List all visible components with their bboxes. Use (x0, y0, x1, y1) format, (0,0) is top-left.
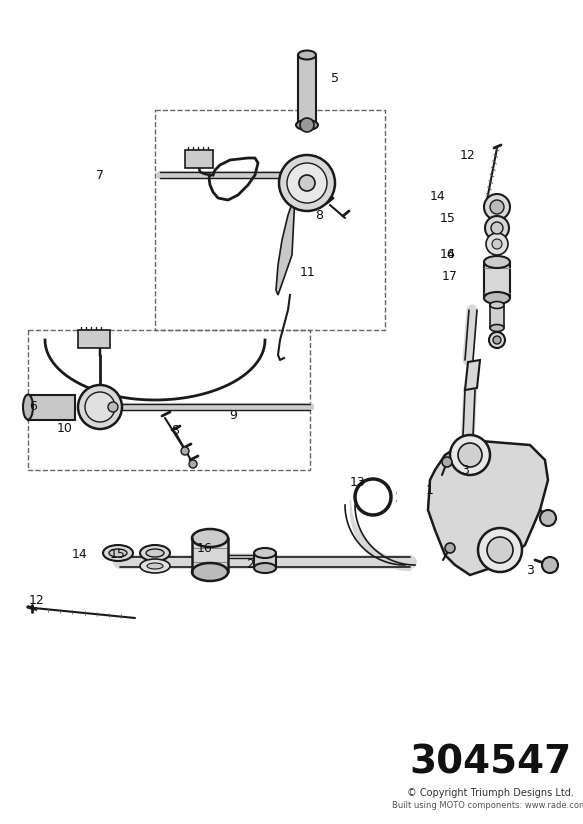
Text: 14: 14 (430, 190, 446, 203)
Circle shape (85, 392, 115, 422)
Text: 10: 10 (57, 422, 73, 434)
Text: 8: 8 (315, 208, 323, 222)
Ellipse shape (103, 545, 133, 561)
Text: 17: 17 (442, 269, 458, 283)
Circle shape (489, 332, 505, 348)
Text: © Copyright Triumph Designs Ltd.: © Copyright Triumph Designs Ltd. (406, 788, 574, 798)
Text: 16: 16 (440, 247, 456, 260)
Ellipse shape (109, 549, 127, 557)
Bar (28, 330, 310, 470)
Text: 9: 9 (229, 409, 237, 422)
Bar (155, 110, 385, 330)
Text: 304547: 304547 (409, 743, 571, 781)
Polygon shape (465, 360, 480, 390)
Circle shape (450, 435, 490, 475)
Text: 12: 12 (460, 148, 476, 162)
Circle shape (189, 460, 197, 468)
Ellipse shape (254, 548, 276, 558)
Circle shape (442, 457, 452, 467)
Circle shape (108, 402, 118, 412)
Circle shape (485, 216, 509, 240)
Text: 4: 4 (446, 247, 454, 260)
Circle shape (478, 528, 522, 572)
Text: 3: 3 (461, 464, 469, 476)
Ellipse shape (192, 563, 228, 581)
Polygon shape (28, 395, 75, 420)
Circle shape (299, 175, 315, 191)
Text: 12: 12 (29, 593, 45, 606)
Circle shape (542, 557, 558, 573)
Text: 8: 8 (171, 424, 179, 437)
Polygon shape (490, 305, 504, 328)
Ellipse shape (484, 292, 510, 304)
Text: 7: 7 (96, 168, 104, 181)
Polygon shape (298, 55, 316, 125)
Ellipse shape (296, 120, 318, 130)
Circle shape (287, 163, 327, 203)
Ellipse shape (147, 563, 163, 569)
Polygon shape (276, 195, 295, 295)
Circle shape (445, 543, 455, 553)
Ellipse shape (490, 325, 504, 331)
Circle shape (458, 443, 482, 467)
Text: 1: 1 (426, 484, 434, 497)
Circle shape (181, 447, 189, 455)
Polygon shape (428, 440, 548, 575)
Circle shape (279, 155, 335, 211)
Ellipse shape (140, 545, 170, 561)
Text: 11: 11 (300, 265, 316, 279)
Ellipse shape (140, 559, 170, 573)
Text: 5: 5 (331, 72, 339, 85)
Circle shape (78, 385, 122, 429)
Circle shape (492, 239, 502, 249)
Text: 15: 15 (110, 547, 126, 560)
Polygon shape (484, 262, 510, 298)
Ellipse shape (484, 256, 510, 268)
Text: 6: 6 (29, 400, 37, 413)
Circle shape (486, 233, 508, 255)
Ellipse shape (254, 563, 276, 573)
Circle shape (540, 510, 556, 526)
Text: 2: 2 (246, 559, 254, 572)
Bar (185, 150, 213, 168)
Text: 13: 13 (350, 475, 366, 489)
Polygon shape (192, 538, 228, 572)
Circle shape (300, 118, 314, 132)
Text: 15: 15 (440, 212, 456, 224)
Polygon shape (254, 553, 276, 568)
Text: 14: 14 (72, 547, 88, 560)
Circle shape (484, 194, 510, 220)
Ellipse shape (23, 395, 33, 419)
Ellipse shape (490, 302, 504, 308)
Bar (78, 330, 110, 348)
Circle shape (491, 222, 503, 234)
Ellipse shape (192, 529, 228, 547)
Circle shape (493, 336, 501, 344)
Text: 3: 3 (526, 564, 534, 577)
Text: 16: 16 (197, 541, 213, 555)
Circle shape (490, 200, 504, 214)
Ellipse shape (146, 549, 164, 557)
Circle shape (487, 537, 513, 563)
Ellipse shape (298, 50, 316, 59)
Text: Built using MOTO components: www.rade.com: Built using MOTO components: www.rade.co… (392, 802, 583, 811)
